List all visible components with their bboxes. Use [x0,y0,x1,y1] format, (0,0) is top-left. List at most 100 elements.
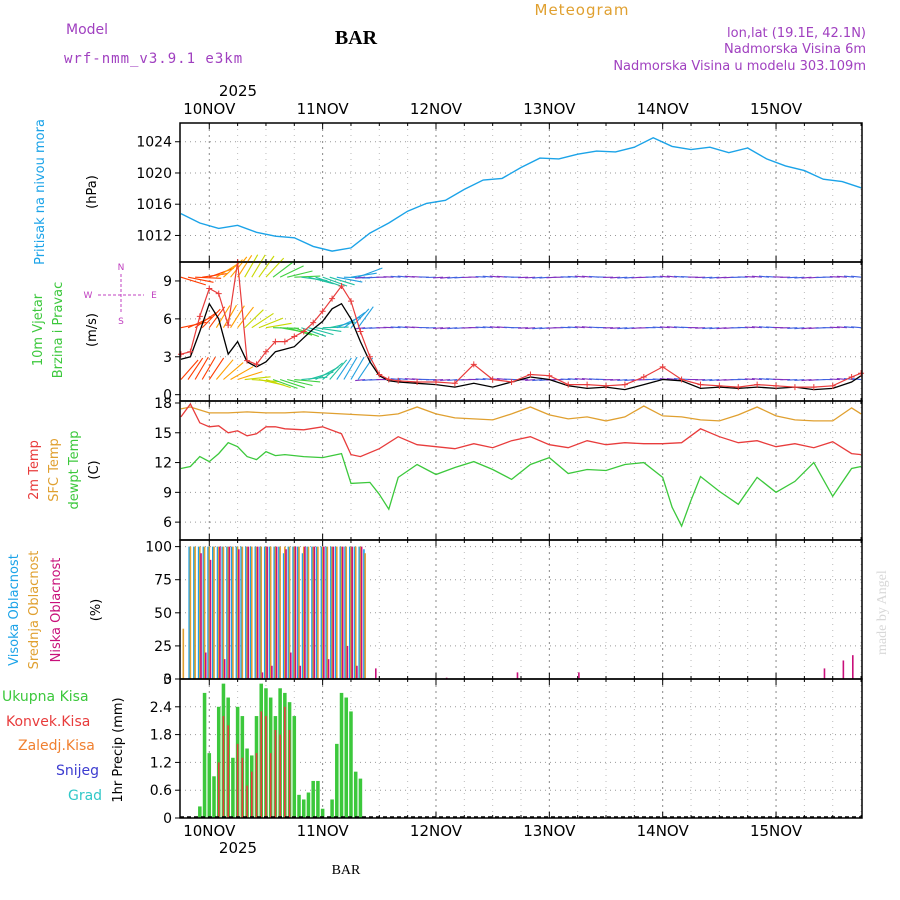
wind-vector [397,377,408,381]
wind-vector [794,327,805,330]
cloud-low-label: Niska Oblacnost [49,558,64,663]
panel-frame [179,539,863,680]
wind-vector [294,275,321,278]
conv-precip-bar [250,771,253,818]
wind-vector [397,326,408,329]
wind-vector [829,326,840,329]
gust-marker [432,379,439,386]
gust-marker [527,371,534,378]
wind-vector [336,357,352,380]
gust-marker [546,372,553,379]
wind-vector [567,378,578,381]
conv-precip-bar [265,716,267,818]
wind-vector [201,356,216,380]
wind-vector [230,366,254,380]
model-elevation-label: Nadmorska Visina u modelu 303.109m [613,59,866,74]
wind-vector [744,326,755,329]
conv-precip-bar [246,785,248,818]
wind-vector [652,276,663,278]
wind-vector [194,356,209,380]
precip-bar [358,778,363,818]
wind-vector [215,359,234,380]
wind-vector [315,327,342,332]
panel-wind: 0 3 6 9 [163,254,865,404]
conv-precip-bar [255,753,258,818]
gust-marker [310,319,317,326]
gust-marker [244,357,251,364]
precip-bar [292,716,297,818]
wind-vector [279,265,304,278]
precip-conv-label: Konvek.Kisa [6,714,90,730]
gust-marker [773,382,780,389]
wind-vector [751,377,762,381]
gust-marker [196,313,203,320]
wind-vector [836,275,847,278]
ytick-label: 6 [163,515,172,531]
wind-vector [851,275,862,278]
precip-bar [349,711,353,818]
gust-marker [584,381,591,388]
gust-marker [451,380,458,387]
wind-vector [180,359,199,380]
precip-bar [231,757,235,818]
wind-vector [208,357,225,380]
wind-vector [440,327,451,330]
precip-bar [320,808,325,818]
gust-marker [187,348,194,355]
wind-vector [801,276,812,279]
temp-unit: (C) [87,460,102,479]
wind-vector [272,379,298,389]
day-label-bottom: 12NOV [410,822,463,840]
wind-vector [787,378,798,381]
wind-vector [215,305,231,328]
elevation-label: Nadmorska Visina 6m [724,42,866,57]
conv-precip-bar [222,716,225,818]
wind-vector [475,378,486,381]
precip-bar [330,799,334,818]
wind-vector [258,317,284,329]
day-label-top: 10NOV [183,100,236,118]
wind-compass: N S W E [84,263,158,327]
gust-marker [414,379,421,386]
ytick-label: 3 [163,672,172,688]
gust-marker [621,381,628,388]
wind-vector [287,378,313,387]
wind-vector [475,326,486,329]
precip-bar [245,748,249,818]
wind-vector [843,275,855,278]
wind-vector [801,327,812,330]
ytick-label: 3 [163,350,172,366]
gust-marker [225,322,232,329]
model-label: Model [66,22,108,38]
conv-precip-bar [288,729,291,818]
wind-vector [617,378,628,382]
wind-vector [482,326,493,329]
wind-vector [355,276,366,279]
precip-bar [202,692,207,818]
conv-precip-bar [260,711,263,818]
wind-vector [329,276,355,286]
precip-bar [316,780,320,818]
wind-vector [343,311,366,329]
gust-marker [376,371,383,378]
wind-vector [355,327,366,330]
dew-label: dewpt Temp [67,430,82,509]
year-label-top: 2025 [219,82,257,100]
wind-vector [567,275,578,278]
wind-vector [265,322,292,329]
gust-marker [262,348,269,355]
ytick-label: 1024 [136,135,172,151]
gust-marker [716,382,723,389]
wind-vector [433,276,444,279]
panel-precip: 0 0.6 1.2 1.8 2.4 3 [150,672,863,827]
dewpoint-line [180,441,862,528]
precip-bar [311,780,315,818]
gust-marker [735,384,742,391]
wind-vector [482,275,493,278]
wind-vector [659,326,670,329]
wind-vector [322,362,343,380]
wind-vector [390,326,401,329]
sfc-label: SFC Temp [47,438,62,502]
wind-vector [237,255,253,278]
wind-vector [702,276,713,279]
